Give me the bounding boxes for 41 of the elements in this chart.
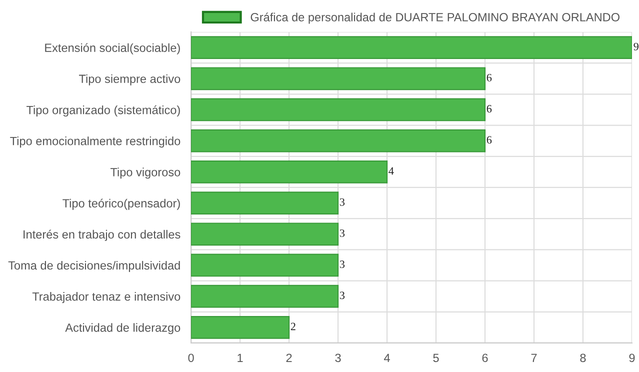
data-label: 3 bbox=[340, 198, 345, 206]
x-tick-label: 1 bbox=[238, 354, 243, 362]
x-tick-label: 5 bbox=[433, 354, 439, 362]
data-label: 3 bbox=[340, 260, 345, 268]
y-tick-label: Interés en trabajo con detalles bbox=[24, 230, 180, 241]
y-tick-label: Trabajador tenaz e intensivo bbox=[32, 292, 180, 304]
bar bbox=[191, 160, 388, 184]
y-tick-label: Actividad de liderazgo bbox=[65, 323, 180, 334]
data-label: 2 bbox=[290, 322, 296, 330]
bar bbox=[191, 284, 339, 308]
x-tick-label: 2 bbox=[286, 354, 292, 362]
bar bbox=[191, 67, 486, 90]
data-label: 9 bbox=[634, 42, 638, 50]
legend-label: Gráfica de personalidad de DUARTE PALOMINO BRAYAN ORLANDO bbox=[250, 12, 620, 24]
data-label: 3 bbox=[340, 229, 345, 237]
bar bbox=[191, 36, 632, 59]
bar bbox=[191, 316, 290, 339]
x-tick-label: 9 bbox=[629, 354, 635, 362]
bar bbox=[191, 254, 339, 277]
bar bbox=[191, 222, 339, 246]
y-tick-label: Tipo teórico(pensador) bbox=[62, 198, 180, 210]
y-tick-label: Toma de decisiones/impulsividad bbox=[8, 260, 180, 272]
bar bbox=[191, 192, 339, 214]
data-label: 3 bbox=[340, 292, 345, 300]
bar bbox=[191, 98, 486, 122]
bar bbox=[191, 129, 486, 152]
y-tick-label: Tipo vigoroso bbox=[110, 168, 180, 179]
x-tick-label: 3 bbox=[335, 354, 341, 362]
y-tick-label: Tipo organizado (sistemático) bbox=[26, 105, 180, 117]
y-tick-label: Tipo siempre activo bbox=[79, 74, 180, 86]
y-tick-label: Tipo emocionalmente restringido bbox=[10, 136, 180, 148]
x-tick-label: 4 bbox=[384, 354, 390, 362]
y-tick-label: Extensión social(sociable) bbox=[45, 43, 180, 54]
data-label: 4 bbox=[388, 167, 394, 175]
data-label: 6 bbox=[486, 136, 492, 144]
data-label: 6 bbox=[486, 105, 492, 113]
data-label: 6 bbox=[486, 74, 492, 82]
x-tick-label: 6 bbox=[482, 354, 488, 362]
x-tick-label: 0 bbox=[188, 354, 194, 362]
x-tick-label: 7 bbox=[531, 354, 537, 362]
x-tick-label: 8 bbox=[580, 354, 586, 362]
